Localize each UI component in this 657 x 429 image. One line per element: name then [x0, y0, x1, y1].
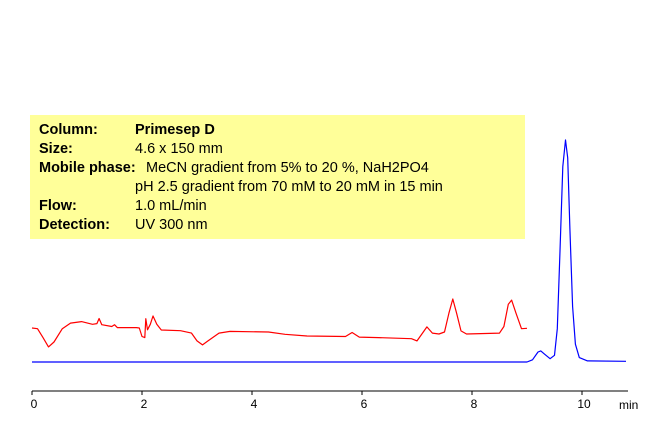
info-label: Mobile phase:: [39, 160, 136, 176]
info-value: pH 2.5 gradient from 70 mM to 20 mM in 1…: [135, 179, 443, 195]
x-tick-label: 0: [31, 397, 38, 411]
info-value: UV 300 nm: [135, 217, 208, 233]
info-label: Flow:: [39, 198, 77, 214]
x-tick-label: 8: [471, 397, 478, 411]
info-value: 4.6 x 150 mm: [135, 141, 223, 157]
x-tick-label: 2: [141, 397, 148, 411]
info-value: MeCN gradient from 5% to 20 %, NaH2PO4: [146, 160, 429, 176]
info-label: Detection:: [39, 217, 110, 233]
x-tick-label: 10: [577, 397, 591, 411]
info-value: Primesep D: [135, 122, 215, 138]
x-tick-label: 4: [251, 397, 258, 411]
info-label: Size:: [39, 141, 73, 157]
info-value: 1.0 mL/min: [135, 198, 207, 214]
x-axis-label: min: [619, 398, 638, 412]
method-info-box: Column: Primesep D Size: 4.6 x 150 mm Mo…: [30, 115, 525, 239]
trace-red: [31, 298, 528, 348]
x-tick-label: 6: [361, 397, 368, 411]
trace-blue: [32, 139, 627, 363]
info-label: Column:: [39, 122, 98, 138]
